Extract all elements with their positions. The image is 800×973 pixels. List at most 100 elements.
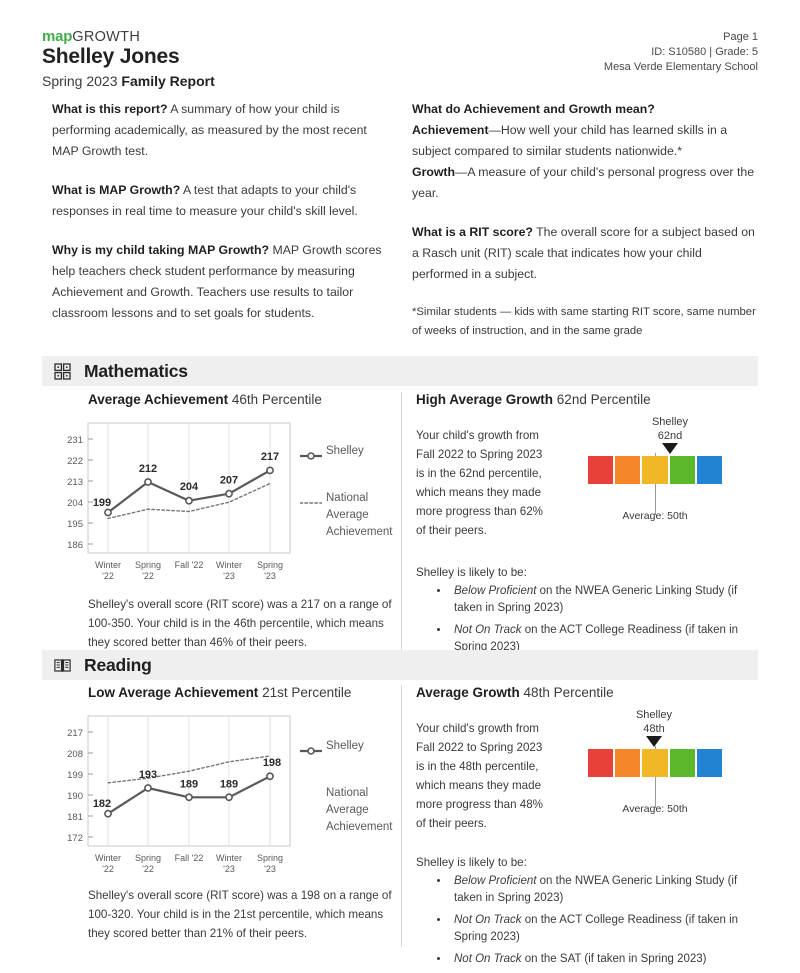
school-name: Mesa Verde Elementary School — [603, 61, 758, 73]
reading-growth-average-label: Average: 50th — [622, 803, 688, 815]
faq-answer: A test that adapts to your child's respo… — [52, 183, 358, 218]
svg-text:189: 189 — [220, 779, 238, 791]
list-item: Not On Track on the ACT College Readines… — [450, 912, 766, 946]
likely-emphasis: Not On Track — [454, 624, 522, 636]
svg-text:Winter: Winter — [216, 560, 242, 570]
reading-growth-title: Average Growth 48th Percentile — [416, 685, 760, 700]
faq-why-taking-map-growth: Why is my child taking MAP Growth? MAP G… — [52, 240, 392, 324]
student-line-marker-icon — [300, 738, 326, 761]
section-header-mathematics: Mathematics — [42, 356, 758, 386]
achievement-definition: —How well your child has learned skills … — [412, 123, 728, 158]
report-meta: Page 1 ID: S10580 | Grade: 5 Mesa Verde … — [604, 30, 758, 75]
likely-rest: on the SAT (if taken in Spring 2023) — [521, 953, 707, 965]
svg-text:193: 193 — [139, 769, 157, 781]
logo-growth-word: GROWTH — [72, 29, 141, 45]
math-growth-panel: High Average Growth 62nd Percentile — [416, 392, 760, 407]
reading-achievement-caption: Shelley's overall score (RIT score) was … — [88, 889, 392, 940]
student-percentile-label: 62nd — [657, 430, 683, 442]
math-growth-percentile-bands — [588, 456, 723, 484]
band-red — [588, 456, 614, 484]
reading-achievement-title: Low Average Achievement 21st Percentile — [88, 685, 398, 700]
svg-text:'22: '22 — [142, 571, 154, 581]
svg-text:199: 199 — [67, 770, 83, 781]
legend-label-national: National Average Achievement — [326, 787, 393, 833]
svg-text:212: 212 — [139, 463, 157, 475]
svg-text:Winter: Winter — [95, 853, 121, 863]
math-growth-description: Your child's growth from Fall 2022 to Sp… — [416, 429, 543, 537]
svg-text:'22: '22 — [102, 864, 114, 874]
page-number: Page 1 — [723, 31, 758, 43]
achievement-level: Average Achievement — [88, 392, 229, 407]
band-gold — [642, 456, 668, 484]
svg-text:198: 198 — [263, 757, 281, 769]
svg-text:231: 231 — [67, 435, 83, 446]
math-growth-title: High Average Growth 62nd Percentile — [416, 392, 760, 407]
legend-label-student: Shelley — [326, 445, 364, 457]
section-title: Reading — [84, 654, 152, 675]
legend-label-national: National Average Achievement — [326, 492, 393, 538]
reading-growth-average-line — [655, 746, 656, 808]
achievement-percentile: 46th Percentile — [231, 392, 322, 407]
likely-rest: on the NWEA Generic Linking Study (if ta… — [454, 875, 738, 904]
svg-text:182: 182 — [93, 798, 111, 810]
svg-text:Fall '22: Fall '22 — [175, 560, 204, 570]
achievement-term: Achievement — [412, 123, 489, 137]
band-green — [669, 456, 695, 484]
intro-column-right: What do Achievement and Growth mean? Ach… — [412, 99, 760, 341]
reading-growth-description: Your child's growth from Fall 2022 to Sp… — [416, 722, 543, 830]
math-growth-average-line — [655, 453, 656, 515]
math-chart-legend: Shelley National Average Achievement — [299, 443, 396, 545]
svg-text:Fall '22: Fall '22 — [175, 853, 204, 863]
reading-chart-legend: Shelley National Average Achievement — [300, 738, 396, 840]
math-growth-average-label: Average: 50th — [622, 510, 688, 522]
likely-emphasis: Below Proficient — [454, 875, 537, 887]
legend-entry-national: National Average Achievement — [299, 490, 396, 541]
likely-heading: Shelley is likely to be: — [416, 856, 527, 869]
growth-percentile: 62nd Percentile — [556, 392, 651, 407]
student-name-label: Shelley — [651, 416, 689, 428]
legend-entry-student: Shelley — [300, 738, 396, 761]
math-achievement-panel: Average Achievement 46th Percentile — [88, 392, 398, 407]
student-percentile-label: 48th — [643, 723, 665, 735]
svg-text:186: 186 — [67, 540, 83, 551]
math-line-chart-svg: 231 222 213 204 195 186 199 212 204 207 … — [67, 422, 291, 581]
logo-map-word: map — [42, 28, 73, 45]
list-item: Below Proficient on the NWEA Generic Lin… — [450, 583, 766, 617]
svg-text:204: 204 — [180, 481, 199, 493]
svg-text:Spring: Spring — [135, 853, 161, 863]
dotted-line-marker-icon — [299, 490, 326, 513]
svg-text:'23: '23 — [223, 864, 235, 874]
likely-list: Below Proficient on the NWEA Generic Lin… — [416, 873, 766, 968]
likely-emphasis: Below Proficient — [454, 585, 537, 597]
band-orange — [615, 456, 641, 484]
svg-text:181: 181 — [67, 812, 83, 823]
svg-text:Spring: Spring — [257, 853, 283, 863]
faq-question: What is this report? — [52, 102, 168, 116]
math-achievement-caption: Shelley's overall score (RIT score) was … — [88, 598, 392, 649]
band-blue — [696, 749, 723, 777]
grid-squares-icon — [54, 362, 71, 380]
math-growth-student-marker-label: Shelley 62nd — [635, 415, 705, 443]
band-gold — [642, 749, 668, 777]
faq-question: What is MAP Growth? — [52, 183, 181, 197]
list-item: Not On Track on the SAT (if taken in Spr… — [450, 951, 766, 968]
similar-students-footnote: *Similar students — kids with same start… — [412, 306, 756, 337]
map-growth-logo: mapGROWTH — [42, 28, 140, 45]
growth-level: High Average Growth — [416, 392, 554, 407]
likely-rest: on the ACT College Readiness (if taken i… — [454, 914, 739, 943]
faq-question: What is a RIT score? — [412, 225, 533, 239]
growth-level: Average Growth — [416, 685, 520, 700]
page-title: Shelley Jones — [42, 45, 180, 68]
faq-question: What do Achievement and Growth mean? — [412, 102, 655, 116]
faq-achievement-growth-meaning: What do Achievement and Growth mean? Ach… — [412, 99, 760, 204]
svg-text:222: 222 — [67, 456, 83, 467]
section-title: Mathematics — [84, 360, 188, 381]
report-term: Spring 2023 — [42, 73, 122, 89]
likely-rest: on the NWEA Generic Linking Study (if ta… — [454, 585, 738, 614]
svg-text:172: 172 — [67, 833, 83, 844]
likely-heading: Shelley is likely to be: — [416, 566, 527, 579]
svg-text:190: 190 — [67, 791, 83, 802]
student-name-label: Shelley — [635, 709, 673, 721]
svg-text:217: 217 — [261, 451, 279, 463]
svg-text:Spring: Spring — [135, 560, 161, 570]
